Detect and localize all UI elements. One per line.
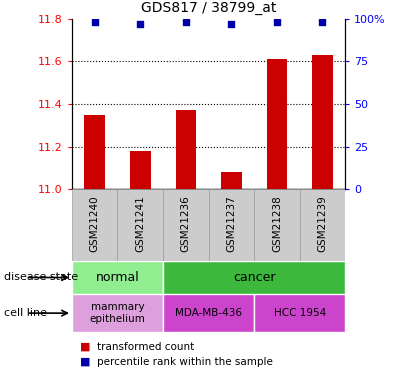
Text: GSM21238: GSM21238 xyxy=(272,195,282,252)
Title: GDS817 / 38799_at: GDS817 / 38799_at xyxy=(141,1,276,15)
Bar xyxy=(175,111,196,189)
Point xyxy=(137,21,143,27)
Bar xyxy=(72,294,163,332)
Point xyxy=(274,19,280,25)
Point xyxy=(319,19,326,25)
Text: GSM21237: GSM21237 xyxy=(226,195,236,252)
Bar xyxy=(221,172,242,189)
Text: disease state: disease state xyxy=(4,273,78,282)
Bar xyxy=(72,189,118,261)
Text: mammary
epithelium: mammary epithelium xyxy=(90,302,145,324)
Text: cancer: cancer xyxy=(233,271,275,284)
Text: percentile rank within the sample: percentile rank within the sample xyxy=(97,357,272,367)
Text: GSM21236: GSM21236 xyxy=(181,195,191,252)
Text: transformed count: transformed count xyxy=(97,342,194,352)
Bar xyxy=(254,189,300,261)
Bar xyxy=(163,294,254,332)
Bar xyxy=(209,189,254,261)
Text: ■: ■ xyxy=(80,357,91,367)
Bar xyxy=(72,261,163,294)
Bar xyxy=(163,261,345,294)
Point xyxy=(91,19,98,25)
Point xyxy=(182,19,189,25)
Bar xyxy=(130,151,150,189)
Bar xyxy=(267,59,287,189)
Point xyxy=(228,21,235,27)
Text: GSM21241: GSM21241 xyxy=(135,195,145,252)
Text: cell line: cell line xyxy=(4,308,47,318)
Bar xyxy=(118,189,163,261)
Text: HCC 1954: HCC 1954 xyxy=(274,308,326,318)
Bar xyxy=(254,294,345,332)
Bar xyxy=(312,55,333,189)
Text: GSM21240: GSM21240 xyxy=(90,195,100,252)
Text: GSM21239: GSM21239 xyxy=(317,195,328,252)
Text: ■: ■ xyxy=(80,342,91,352)
Bar xyxy=(163,189,209,261)
Text: MDA-MB-436: MDA-MB-436 xyxy=(175,308,242,318)
Bar xyxy=(84,115,105,189)
Bar xyxy=(300,189,345,261)
Text: normal: normal xyxy=(96,271,139,284)
